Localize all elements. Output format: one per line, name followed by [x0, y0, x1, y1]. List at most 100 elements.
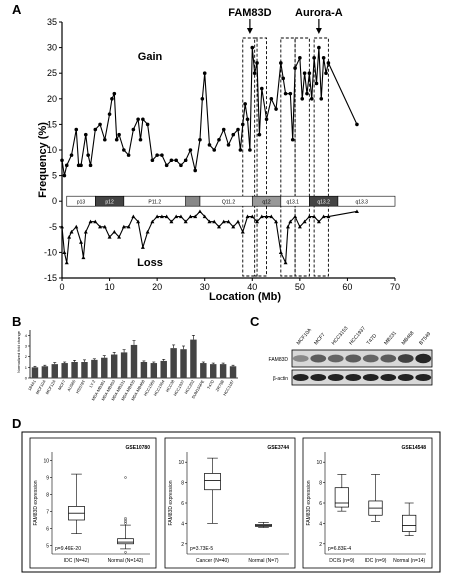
loss-point [81, 255, 86, 260]
d-box [117, 538, 134, 545]
loss-point [259, 214, 264, 219]
loss-point [264, 214, 269, 219]
gain-point [136, 117, 140, 122]
ideogram-band-label: p12 [105, 200, 114, 206]
gain-point [114, 137, 119, 142]
d-outlier [124, 551, 127, 554]
loss-point [250, 214, 255, 219]
ideogram-band-label: P11.2 [148, 200, 161, 206]
b-bar [219, 364, 227, 378]
gene-marker-label: Aurora-A [295, 7, 343, 19]
panel-c-letter: C [250, 314, 260, 329]
ideogram-band-label: Q11.2 [222, 200, 235, 206]
y-tick-label: 30 [47, 43, 57, 53]
gain-point [317, 45, 321, 50]
gain-point [355, 122, 359, 127]
gain-point [174, 158, 178, 163]
c-cell-line-label: MCF7 [313, 332, 326, 346]
c-row-label: β-actin [273, 376, 288, 382]
gain-point [138, 137, 143, 142]
loss-point [140, 245, 145, 249]
d-pvalue: p=9.46E-20 [55, 546, 81, 552]
c-cell-line-label: HCC3153 [331, 325, 350, 346]
c-actin-band [397, 374, 414, 381]
loss-point [62, 250, 67, 254]
b-bar [41, 366, 49, 378]
loss-point [231, 224, 236, 229]
b-bar [91, 359, 98, 378]
x-tick-label: 30 [200, 282, 210, 292]
gain-point [245, 117, 250, 122]
d-y-tick-label: 4 [319, 521, 322, 527]
d-box [334, 487, 349, 508]
d-ylabel: FAM83D expression [33, 480, 39, 525]
b-bar [160, 360, 167, 378]
loss-point [183, 219, 188, 224]
gain-point [305, 91, 309, 96]
d-y-tick-label: 8 [46, 493, 49, 499]
gain-point [217, 137, 221, 142]
d-dataset-title: GSE14548 [402, 445, 427, 451]
x-tick-label: 0 [59, 282, 64, 292]
gain-point [200, 97, 205, 101]
b-bar [61, 363, 68, 378]
d-y-tick-label: 9 [46, 476, 49, 482]
b-category-label: AU565 [66, 378, 77, 392]
gain-point [302, 71, 307, 75]
d-outlier [124, 520, 127, 523]
loss-point [269, 214, 274, 219]
loss-point [255, 219, 260, 224]
gain-point [64, 163, 69, 168]
b-bar [51, 364, 58, 378]
panel-b-ylabel: Normalized fold change [16, 330, 21, 373]
d-dataset-title: GSE3744 [267, 445, 289, 451]
c-fam83d-band [415, 353, 432, 364]
gain-point [248, 148, 252, 152]
b-category-label: MCF12A [44, 379, 56, 395]
gain-point [236, 127, 240, 132]
c-actin-band [327, 374, 344, 381]
loss-point [193, 214, 198, 219]
x-tick-label: 20 [152, 282, 162, 292]
x-tick-label: 50 [295, 282, 305, 292]
y-tick-label: 25 [47, 68, 57, 78]
c-fam83d-band [327, 354, 344, 363]
gain-point [103, 137, 107, 142]
loss-point [150, 219, 155, 224]
panel-d-letter: D [12, 416, 21, 431]
b-bar [140, 362, 148, 378]
y-tick-label: 35 [47, 17, 57, 27]
panel-d-frame [21, 431, 441, 573]
gain-point [93, 127, 98, 132]
b-category-label: T47D [206, 379, 215, 390]
panel-d-boxplots: FAM83D expression GSE10780 10 9 8 7 6 5 IDC (N=4… [29, 437, 433, 569]
loss-point [67, 235, 72, 239]
c-actin-band [310, 374, 327, 381]
loss-line [61, 210, 358, 263]
loss-point [326, 214, 331, 219]
d-subpanel: FAM83D expression GSE14548 10 8 6 4 2 DCIS (n=9… [302, 437, 433, 569]
loss-point [188, 214, 193, 219]
gain-point [60, 158, 64, 163]
panel-b: B Normalized fold change 01234184A1MCF10… [12, 314, 238, 401]
d-box [402, 514, 417, 532]
d-y-tick-label: 6 [46, 527, 49, 533]
gain-point [160, 153, 164, 157]
gain-line [61, 47, 358, 176]
gain-point [212, 148, 217, 152]
loss-point [316, 219, 321, 224]
loss-point [98, 224, 103, 229]
d-y-tick-label: 6 [319, 501, 322, 507]
panel-a: A Frequency (%) Location (Mb) Gain Loss … [12, 2, 400, 303]
gain-point [155, 153, 159, 157]
ideogram-band-label: q13.2 [317, 200, 330, 206]
d-outlier [124, 517, 127, 520]
loss-point [226, 219, 231, 224]
chromosome-ideogram: p13 p12 P11.2 Q11.2 q12 q13.1 q13.2 q13.3 [66, 195, 396, 207]
highlight-region-box [294, 37, 310, 277]
highlight-region-box [242, 37, 258, 277]
c-actin-band [362, 374, 379, 381]
d-group-label: Cancer (N=40) [196, 558, 229, 564]
loss-point [354, 209, 359, 214]
x-tick-label: 70 [390, 282, 400, 292]
